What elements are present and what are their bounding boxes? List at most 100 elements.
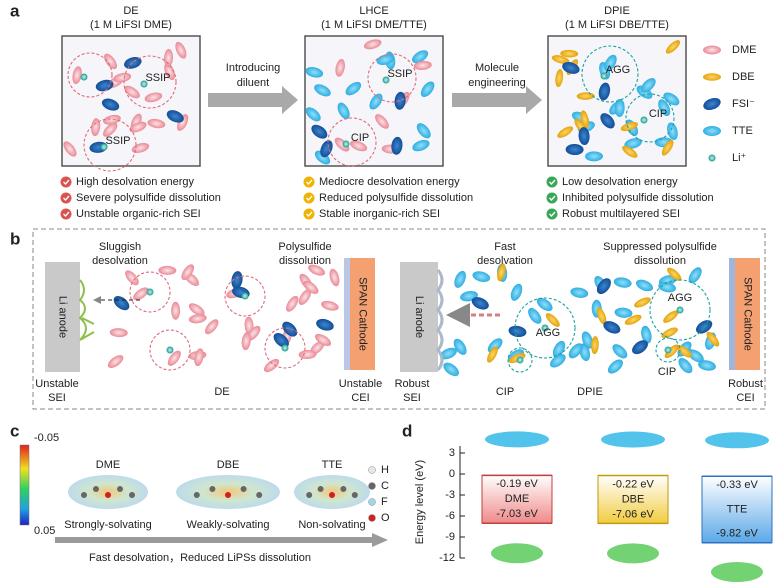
bullet-check [549, 179, 556, 186]
solvation-shell [224, 275, 266, 317]
panel-label: a [10, 1, 20, 20]
tte-molecule [439, 347, 457, 360]
panel-label: c [10, 421, 19, 440]
y-tick-label: -9 [445, 531, 455, 543]
atom [329, 492, 335, 498]
dbe-molecule [664, 344, 679, 359]
molecule-role: Strongly-solvating [64, 519, 151, 531]
dme-molecule [133, 287, 149, 301]
tte-molecule [581, 331, 594, 349]
interphase-label: CEI [736, 392, 754, 404]
dme-molecule [363, 39, 382, 50]
dbe-molecule [624, 314, 642, 325]
tte-molecule [337, 102, 350, 120]
li-ion [382, 76, 390, 84]
cluster-label: CIP [496, 386, 514, 398]
tte-molecule [624, 138, 642, 149]
electrolyte-formula: (1 M LiFSI DME) [90, 19, 172, 31]
energy-gap-box [481, 474, 553, 524]
dme-molecule [298, 289, 312, 305]
tte-molecule [641, 325, 652, 344]
energy-gap-box [701, 475, 773, 544]
tte-molecule [698, 360, 716, 371]
dbe-molecule [622, 145, 638, 158]
step-text: Introducing [226, 62, 280, 74]
dme-molecule [125, 270, 139, 286]
molecule-name: TTE [727, 503, 748, 515]
feature-text: High desolvation energy [76, 176, 195, 188]
solvation-shell [367, 53, 417, 103]
dbe-molecule [663, 310, 679, 323]
cluster-label: CIP [658, 366, 676, 378]
dme-molecule [350, 140, 368, 152]
atom-label: C [381, 480, 389, 492]
li-ion [100, 143, 108, 151]
tte-molecule [614, 99, 625, 118]
dme-molecule [188, 314, 207, 324]
dbe-molecule [555, 69, 564, 88]
tte-molecule [552, 340, 566, 358]
legend-label: Li⁺ [732, 152, 747, 164]
tte-molecule [613, 277, 632, 288]
tte-molecule [687, 349, 704, 363]
interphase-label: Robust [395, 378, 430, 390]
dme-molecule [303, 280, 319, 294]
cathode-interface [729, 258, 735, 370]
dbe-molecule [703, 73, 721, 81]
dme-molecule [171, 301, 181, 320]
fsi-anion [471, 297, 489, 310]
bullet-icon [303, 192, 315, 204]
dme-molecule [144, 92, 163, 103]
dme-molecule [703, 45, 721, 55]
fsi-anion [600, 113, 615, 129]
solvation-shell [507, 347, 533, 373]
anode-label: Li anode [413, 296, 425, 338]
li-ion [241, 292, 249, 300]
dme-molecule [72, 66, 82, 85]
interphase-label: Unstable [339, 378, 382, 390]
dbe-molecule [661, 139, 674, 156]
bullet-check [306, 179, 313, 186]
dbe-molecule [667, 267, 682, 281]
legend-label: TTE [732, 125, 753, 137]
cathode-label: SPAN Cathode [742, 277, 754, 351]
atom-legend [368, 498, 376, 506]
fsi-anion [603, 321, 621, 334]
tte-molecule [412, 50, 429, 64]
fsi-anion [166, 110, 184, 123]
tte-molecule [614, 307, 633, 318]
li-ion [640, 116, 648, 124]
step-text: engineering [468, 77, 526, 89]
anode-label: Li anode [57, 296, 69, 338]
electrolyte-name: LHCE [359, 5, 388, 17]
fsi-anion [562, 62, 580, 74]
fsi-anion [696, 320, 713, 334]
dme-molecule [413, 60, 432, 71]
cluster-label: SSIP [145, 72, 170, 84]
dme-molecule [194, 348, 204, 367]
cluster-label: CIP [649, 108, 667, 120]
interphase-label: Robust [728, 378, 763, 390]
tte-molecule [472, 271, 491, 282]
dbe-molecule [634, 297, 651, 308]
solvation-shell [514, 297, 576, 359]
tte-molecule [667, 122, 678, 141]
tte-molecule [305, 107, 321, 122]
dme-molecule [298, 350, 317, 360]
step-text: diluent [237, 77, 269, 89]
feature-text: Mediocre desolvation energy [319, 176, 460, 188]
tte-molecule [568, 343, 583, 359]
dme-molecule [335, 58, 345, 77]
dme-molecule [315, 333, 332, 347]
li-ion [80, 73, 88, 81]
feature-text: Unstable organic-rich SEI [76, 208, 201, 220]
homo-orbital [711, 562, 763, 582]
dme-molecule [263, 358, 280, 373]
electrolyte-box [61, 35, 201, 167]
process-text: Suppressed polysulfide [603, 241, 717, 253]
fsi-anion [565, 144, 584, 156]
dme-molecule [375, 114, 389, 129]
dbe-molecule [487, 346, 498, 363]
fsi-anion [95, 79, 114, 92]
electrolyte-formula: (1 M LiFSI DBE/TTE) [565, 19, 669, 31]
